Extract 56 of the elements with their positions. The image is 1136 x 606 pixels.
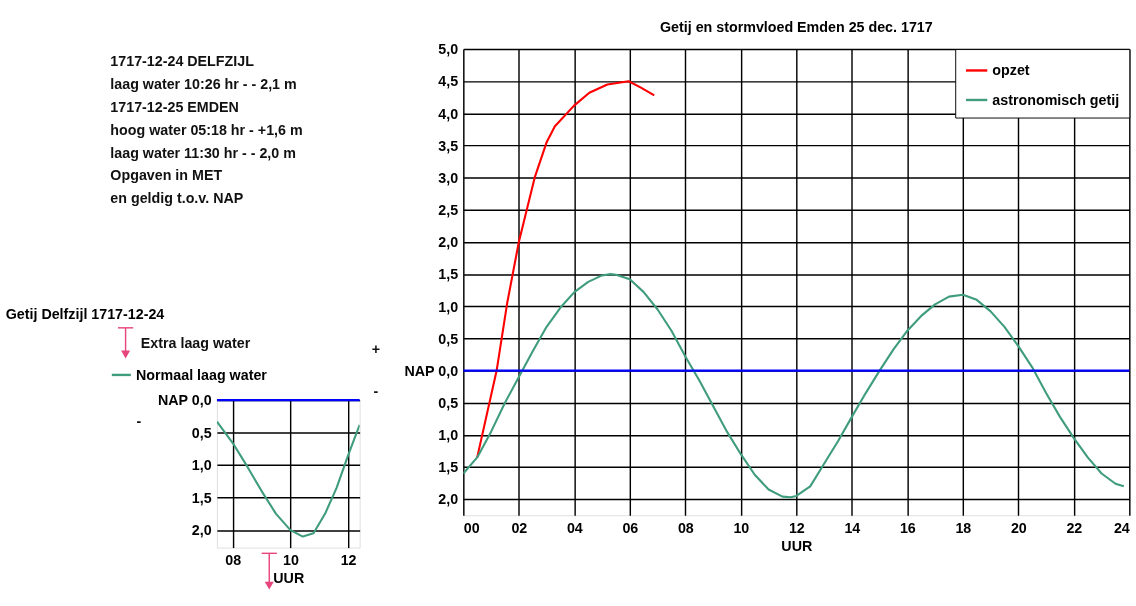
y-tick-label: NAP 0,0	[404, 362, 459, 379]
y-tick-label: 1,0	[438, 298, 459, 315]
legend-label: Normaal laag water	[136, 366, 268, 383]
text: 1717-12-24 DELFZIJL	[110, 53, 255, 70]
text: Extra laag water	[140, 334, 251, 351]
x-tick-label: 08	[225, 552, 242, 569]
x-tick-label: 12	[340, 552, 357, 569]
x-tick-label: 06	[622, 519, 639, 536]
x-tick-label: 00	[463, 519, 480, 536]
y-tick-label: 1,5	[438, 266, 459, 283]
x-tick-label: 10	[282, 552, 299, 569]
x-tick-label: 02	[511, 519, 528, 536]
line-series	[216, 420, 360, 538]
legend-label: opzet	[992, 62, 1030, 79]
y-tick-label: 2,0	[438, 234, 459, 251]
x-axis-title: UUR	[781, 537, 813, 554]
y-tick-label: 2,5	[438, 202, 459, 219]
x-tick-label: 24	[1113, 519, 1130, 536]
x-tick-label: 04	[566, 519, 583, 536]
y-tick-label: 4,0	[438, 105, 459, 122]
y-tick-label: 2,0	[438, 491, 459, 508]
y-tick-label: 2,0	[191, 522, 212, 539]
y-tick-label: 5,0	[438, 41, 459, 58]
text: -	[373, 383, 379, 400]
y-tick-label: 0,5	[438, 330, 459, 347]
x-tick-label: 14	[844, 519, 861, 536]
chart-title: Getij en stormvloed Emden 25 dec. 1717	[659, 18, 933, 35]
y-tick-label: NAP 0,0	[158, 392, 212, 409]
text: hoog water 05:18 hr - +1,6 m	[110, 121, 303, 138]
y-tick-label: 4,5	[438, 73, 459, 90]
text: -	[136, 412, 142, 429]
y-tick-label: 0,5	[191, 424, 212, 441]
x-tick-label: 16	[899, 519, 916, 536]
text: en geldig t.o.v. NAP	[110, 190, 244, 207]
x-tick-label: 18	[955, 519, 972, 536]
y-tick-label: 1,5	[191, 489, 212, 506]
x-axis-title: UUR	[273, 570, 305, 587]
x-tick-label: 08	[677, 519, 694, 536]
text: laag water 10:26 hr - - 2,1 m	[110, 76, 297, 93]
y-tick-label: 0,5	[438, 394, 459, 411]
y-tick-label: 3,5	[438, 137, 459, 154]
y-tick-label: 1,0	[438, 427, 459, 444]
text: 1717-12-25 EMDEN	[110, 98, 239, 115]
legend-label: astronomisch getij	[992, 91, 1120, 108]
line-series	[463, 273, 1125, 499]
text: Opgaven in MET	[110, 167, 223, 184]
text: Getij Delfzijl 1717-12-24	[5, 305, 165, 322]
x-tick-label: 20	[1010, 519, 1027, 536]
y-tick-label: 1,5	[438, 459, 459, 476]
x-tick-label: 22	[1066, 519, 1083, 536]
y-tick-label: 3,0	[438, 169, 459, 186]
text: laag water 11:30 hr - - 2,0 m	[110, 144, 296, 161]
y-tick-label: 1,0	[191, 457, 212, 474]
text: +	[371, 341, 380, 358]
x-tick-label: 12	[788, 519, 805, 536]
x-tick-label: 10	[733, 519, 750, 536]
